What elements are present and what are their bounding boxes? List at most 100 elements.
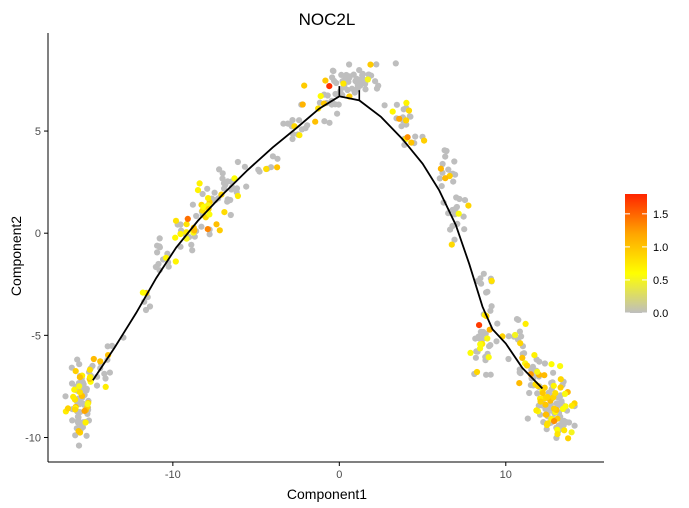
data-point bbox=[206, 231, 213, 238]
colorbar-tick-label: 1.0 bbox=[653, 242, 668, 254]
y-tick-label: 0 bbox=[35, 228, 41, 240]
data-point bbox=[472, 354, 479, 361]
data-point bbox=[533, 407, 540, 414]
data-point bbox=[526, 389, 533, 397]
data-point bbox=[72, 368, 79, 375]
data-point bbox=[194, 187, 202, 194]
data-point bbox=[518, 333, 525, 340]
data-point bbox=[274, 164, 281, 171]
data-point bbox=[542, 411, 549, 418]
axes: -10 0 10 -10 -5 0 5 bbox=[25, 33, 604, 481]
data-point bbox=[102, 383, 109, 390]
data-point bbox=[494, 320, 501, 327]
data-point bbox=[75, 418, 82, 425]
data-point bbox=[441, 147, 448, 154]
data-point bbox=[544, 393, 551, 401]
data-point bbox=[436, 175, 443, 182]
data-point bbox=[548, 361, 555, 368]
data-point bbox=[241, 163, 248, 170]
data-point bbox=[565, 419, 573, 426]
data-point bbox=[404, 134, 411, 141]
chart-title: NOC2L bbox=[299, 10, 356, 29]
data-point bbox=[455, 210, 462, 217]
data-point bbox=[356, 67, 363, 74]
data-point bbox=[364, 76, 371, 83]
data-point bbox=[442, 153, 449, 160]
data-point bbox=[516, 328, 524, 335]
data-point bbox=[231, 175, 238, 182]
data-point bbox=[196, 180, 203, 187]
data-point bbox=[337, 88, 344, 95]
data-point bbox=[449, 206, 456, 214]
data-point bbox=[189, 201, 196, 208]
data-point bbox=[142, 306, 150, 314]
data-point bbox=[483, 289, 490, 296]
data-point bbox=[205, 195, 212, 202]
data-point bbox=[557, 376, 564, 383]
data-point bbox=[172, 234, 179, 241]
data-point bbox=[243, 183, 250, 190]
data-point bbox=[522, 320, 529, 327]
data-point bbox=[437, 165, 444, 172]
data-point bbox=[480, 270, 487, 277]
data-point bbox=[536, 358, 543, 365]
data-point bbox=[72, 432, 79, 439]
data-point bbox=[76, 361, 83, 368]
data-point bbox=[216, 166, 223, 173]
data-point bbox=[550, 369, 557, 376]
data-point bbox=[75, 428, 82, 435]
data-point bbox=[350, 71, 357, 78]
data-point bbox=[255, 166, 262, 173]
data-point bbox=[154, 249, 161, 256]
data-point bbox=[68, 380, 76, 387]
data-point bbox=[172, 217, 180, 224]
data-point bbox=[172, 258, 179, 265]
data-point bbox=[373, 61, 380, 68]
data-point bbox=[334, 110, 341, 117]
data-point bbox=[542, 401, 549, 408]
data-point bbox=[472, 335, 479, 342]
data-point bbox=[321, 118, 328, 125]
data-point bbox=[557, 363, 564, 370]
data-point bbox=[544, 420, 551, 427]
y-tick-label: -10 bbox=[25, 432, 41, 444]
data-point bbox=[228, 184, 236, 191]
data-point bbox=[213, 221, 220, 228]
data-point bbox=[362, 80, 369, 87]
colorbar-legend: 0.0 0.5 1.0 1.5 bbox=[625, 194, 668, 320]
data-point bbox=[493, 338, 500, 345]
data-point bbox=[322, 77, 329, 84]
data-point bbox=[398, 123, 405, 130]
data-point bbox=[365, 71, 372, 78]
data-point bbox=[193, 212, 200, 220]
data-point bbox=[198, 223, 205, 230]
data-point bbox=[447, 226, 454, 233]
data-point bbox=[372, 78, 379, 85]
data-point bbox=[177, 230, 184, 238]
data-point bbox=[76, 383, 83, 390]
data-point bbox=[477, 328, 484, 335]
data-point bbox=[505, 333, 512, 340]
data-point bbox=[477, 341, 484, 348]
data-point bbox=[511, 331, 519, 339]
data-point bbox=[62, 393, 69, 400]
data-point bbox=[76, 389, 83, 396]
data-point bbox=[438, 183, 445, 190]
data-point bbox=[346, 61, 353, 68]
data-point bbox=[76, 374, 83, 381]
y-tick-label: 5 bbox=[35, 126, 41, 138]
data-point bbox=[461, 197, 469, 204]
colorbar-tick-label: 0.0 bbox=[653, 308, 668, 320]
data-point bbox=[487, 371, 494, 378]
data-point bbox=[219, 170, 226, 177]
data-point bbox=[445, 166, 452, 173]
data-point bbox=[550, 382, 557, 389]
y-axis-label: Component2 bbox=[8, 216, 24, 296]
data-point bbox=[93, 382, 101, 389]
data-point bbox=[340, 80, 347, 87]
data-point bbox=[106, 369, 113, 376]
data-point bbox=[571, 422, 578, 429]
data-point bbox=[72, 406, 79, 413]
data-point bbox=[516, 380, 523, 387]
data-point bbox=[554, 431, 561, 438]
